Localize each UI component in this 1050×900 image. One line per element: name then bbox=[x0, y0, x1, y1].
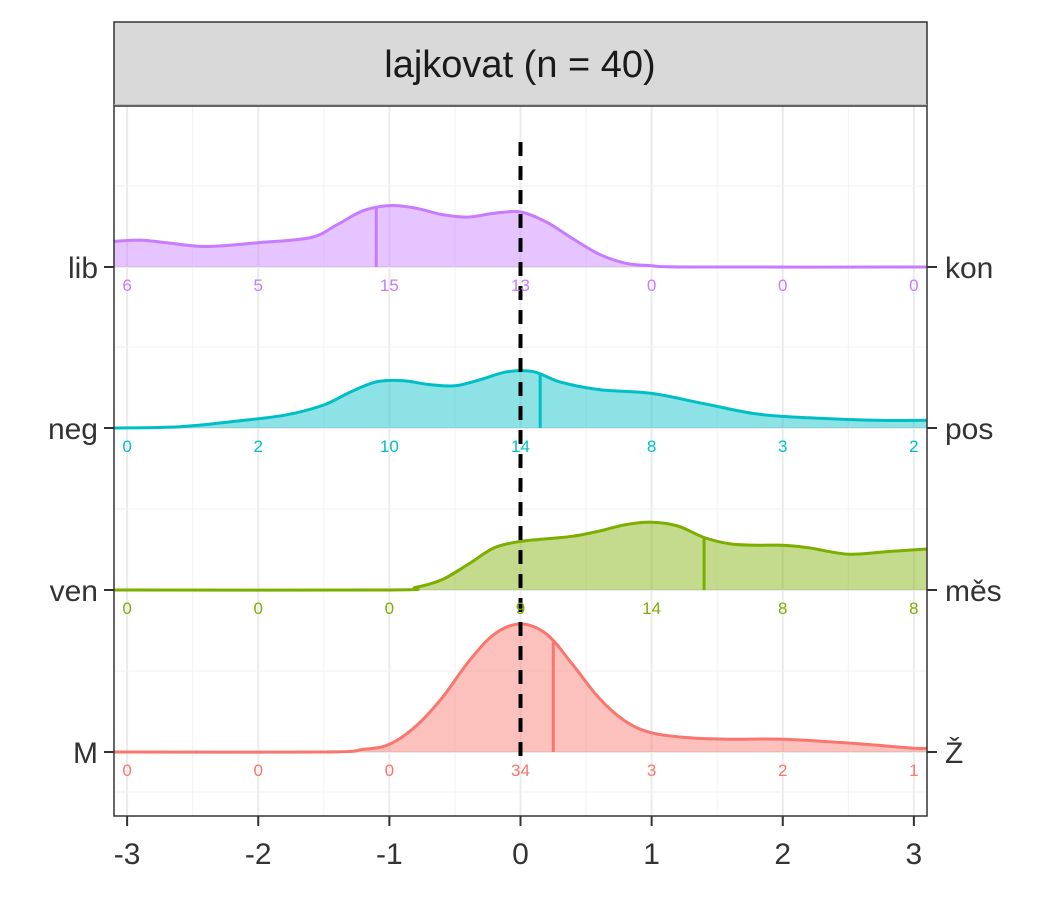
y-tick-label-left: lib bbox=[68, 252, 98, 285]
density-line-lib bbox=[113, 204, 928, 269]
bin-count-label: 0 bbox=[647, 276, 656, 295]
bin-count-label: 2 bbox=[778, 761, 787, 780]
x-tick-label: 2 bbox=[774, 838, 791, 871]
bin-count-label: 14 bbox=[642, 599, 661, 618]
density-line-neg bbox=[113, 369, 928, 430]
bin-count-label: 0 bbox=[385, 761, 394, 780]
bin-count-label: 2 bbox=[909, 437, 918, 456]
bin-count-label: 8 bbox=[647, 437, 656, 456]
bin-count-label: 0 bbox=[909, 276, 918, 295]
bin-count-label: 13 bbox=[511, 276, 530, 295]
bin-count-label: 1 bbox=[909, 761, 918, 780]
bin-count-label: 0 bbox=[385, 599, 394, 618]
bin-count-label: 9 bbox=[516, 599, 525, 618]
y-tick-label-right: Ž bbox=[945, 737, 963, 770]
bin-count-label: 34 bbox=[511, 761, 530, 780]
bin-count-labels: 0 0 0 34 3 2 10 0 0 9 14 8 80 2 10 14 8 3 26 5 15 13 0 0 0 bbox=[122, 276, 918, 780]
bin-count-label: 8 bbox=[909, 599, 918, 618]
bin-count-label: 0 bbox=[254, 599, 263, 618]
x-tick-label: 3 bbox=[906, 838, 923, 871]
bin-count-label: 5 bbox=[254, 276, 263, 295]
bin-count-label: 14 bbox=[511, 437, 530, 456]
y-tick-label-right: kon bbox=[945, 252, 993, 285]
y-tick-label-right: pos bbox=[945, 413, 993, 446]
density-line-ven bbox=[113, 520, 928, 592]
bin-count-label: 3 bbox=[778, 437, 787, 456]
bin-count-label: 0 bbox=[122, 599, 131, 618]
x-tick-label: 1 bbox=[643, 838, 660, 871]
y-tick-label-left: ven bbox=[50, 575, 98, 608]
bin-count-label: 15 bbox=[380, 276, 399, 295]
bin-count-label: 0 bbox=[254, 761, 263, 780]
x-tick-label: -3 bbox=[114, 838, 141, 871]
bin-count-label: 8 bbox=[778, 599, 787, 618]
bin-count-label: 0 bbox=[122, 437, 131, 456]
bin-count-label: 6 bbox=[122, 276, 131, 295]
bin-count-label: 0 bbox=[122, 761, 131, 780]
density-area-M bbox=[114, 624, 927, 753]
bin-count-label: 0 bbox=[778, 276, 787, 295]
density-line-M bbox=[113, 622, 928, 754]
facet-title: lajkovat (n = 40) bbox=[384, 44, 655, 86]
facet-strip: lajkovat (n = 40) bbox=[113, 21, 928, 106]
y-tick-label-left: neg bbox=[48, 413, 98, 446]
density-area-neg bbox=[114, 370, 927, 428]
x-tick-label: 0 bbox=[512, 838, 529, 871]
x-tick-label: -1 bbox=[376, 838, 403, 871]
density-area-lib bbox=[114, 205, 927, 268]
y-tick-label-right: měs bbox=[945, 575, 1002, 608]
bin-count-label: 2 bbox=[254, 437, 263, 456]
bin-count-label: 3 bbox=[647, 761, 656, 780]
y-tick-label-left: M bbox=[73, 737, 98, 770]
facet-strip-background bbox=[113, 21, 928, 106]
x-tick-label: -2 bbox=[245, 838, 272, 871]
bin-count-label: 10 bbox=[380, 437, 399, 456]
